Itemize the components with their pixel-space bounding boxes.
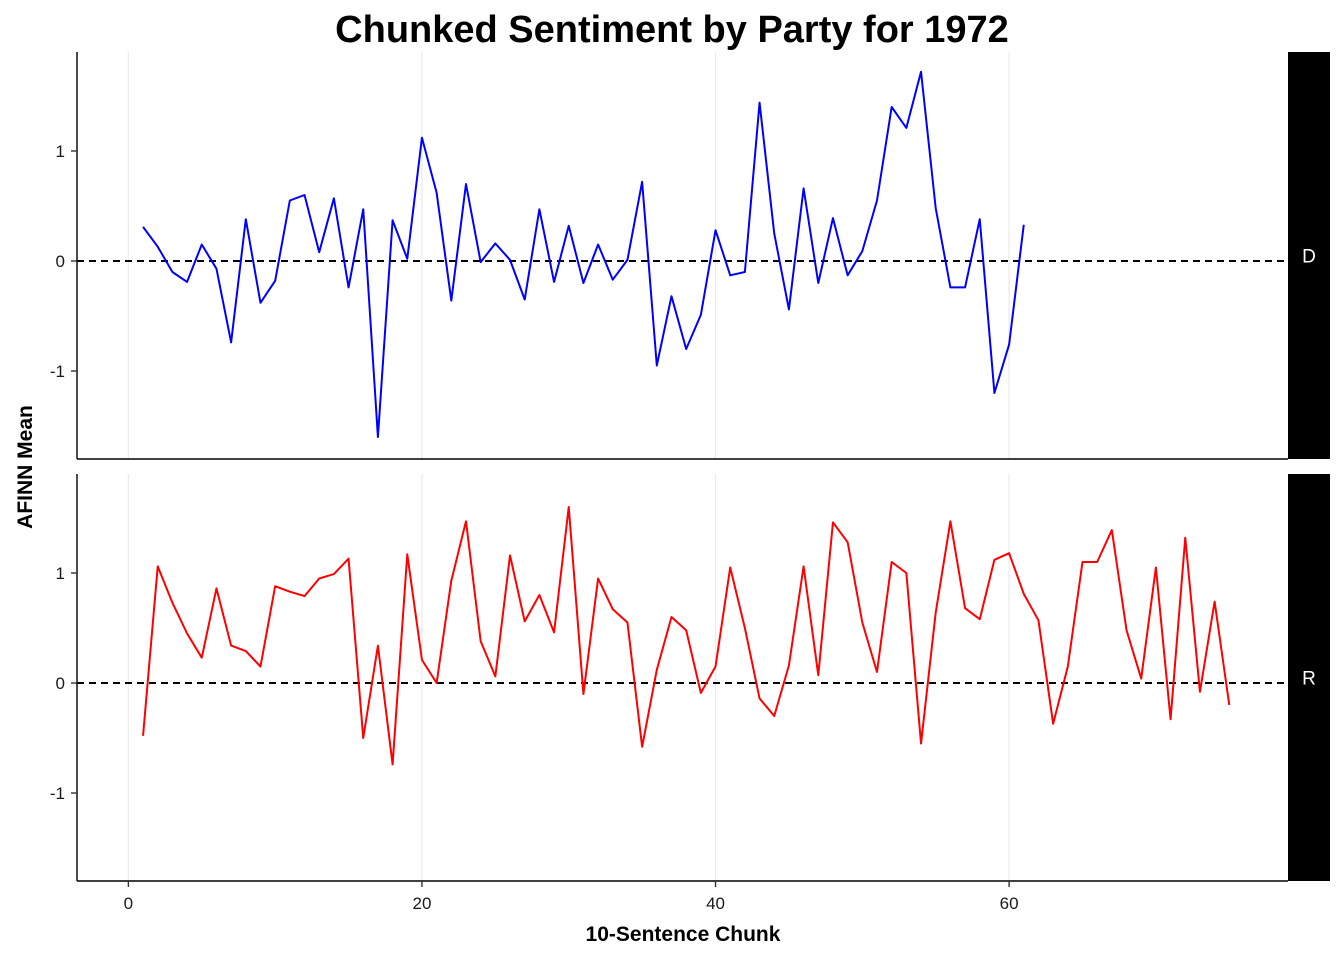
facet-strip-R bbox=[1288, 474, 1330, 881]
facet-strip-label: D bbox=[1302, 247, 1316, 268]
x-tick-label: 40 bbox=[706, 894, 725, 913]
y-tick-label: -1 bbox=[50, 362, 65, 381]
y-tick-label: 1 bbox=[56, 142, 65, 161]
y-tick-label: 0 bbox=[56, 674, 65, 693]
facet-panel-D: -1 0 1 D bbox=[50, 52, 1330, 460]
x-tick-label: 20 bbox=[412, 894, 431, 913]
chart-title: Chunked Sentiment by Party for 1972 bbox=[335, 9, 1009, 51]
facet-strip-D bbox=[1288, 52, 1330, 459]
facet-panel-R: -1 0 1 R bbox=[50, 474, 1330, 882]
series-line-D bbox=[142, 70, 1025, 438]
facet-strip-label: R bbox=[1302, 669, 1316, 690]
plot-area: -1 0 1 D -1 0 1 R 0 20 40 60 bbox=[50, 52, 1330, 913]
y-axis-title: AFINN Mean bbox=[14, 405, 37, 529]
series-line-R bbox=[142, 506, 1231, 766]
y-tick-label: -1 bbox=[50, 784, 65, 803]
y-tick-label: 0 bbox=[56, 252, 65, 271]
x-tick-label: 0 bbox=[124, 894, 133, 913]
x-tick-label: 60 bbox=[1000, 894, 1019, 913]
y-tick-label: 1 bbox=[56, 564, 65, 583]
x-axis-title: 10-Sentence Chunk bbox=[586, 923, 781, 946]
